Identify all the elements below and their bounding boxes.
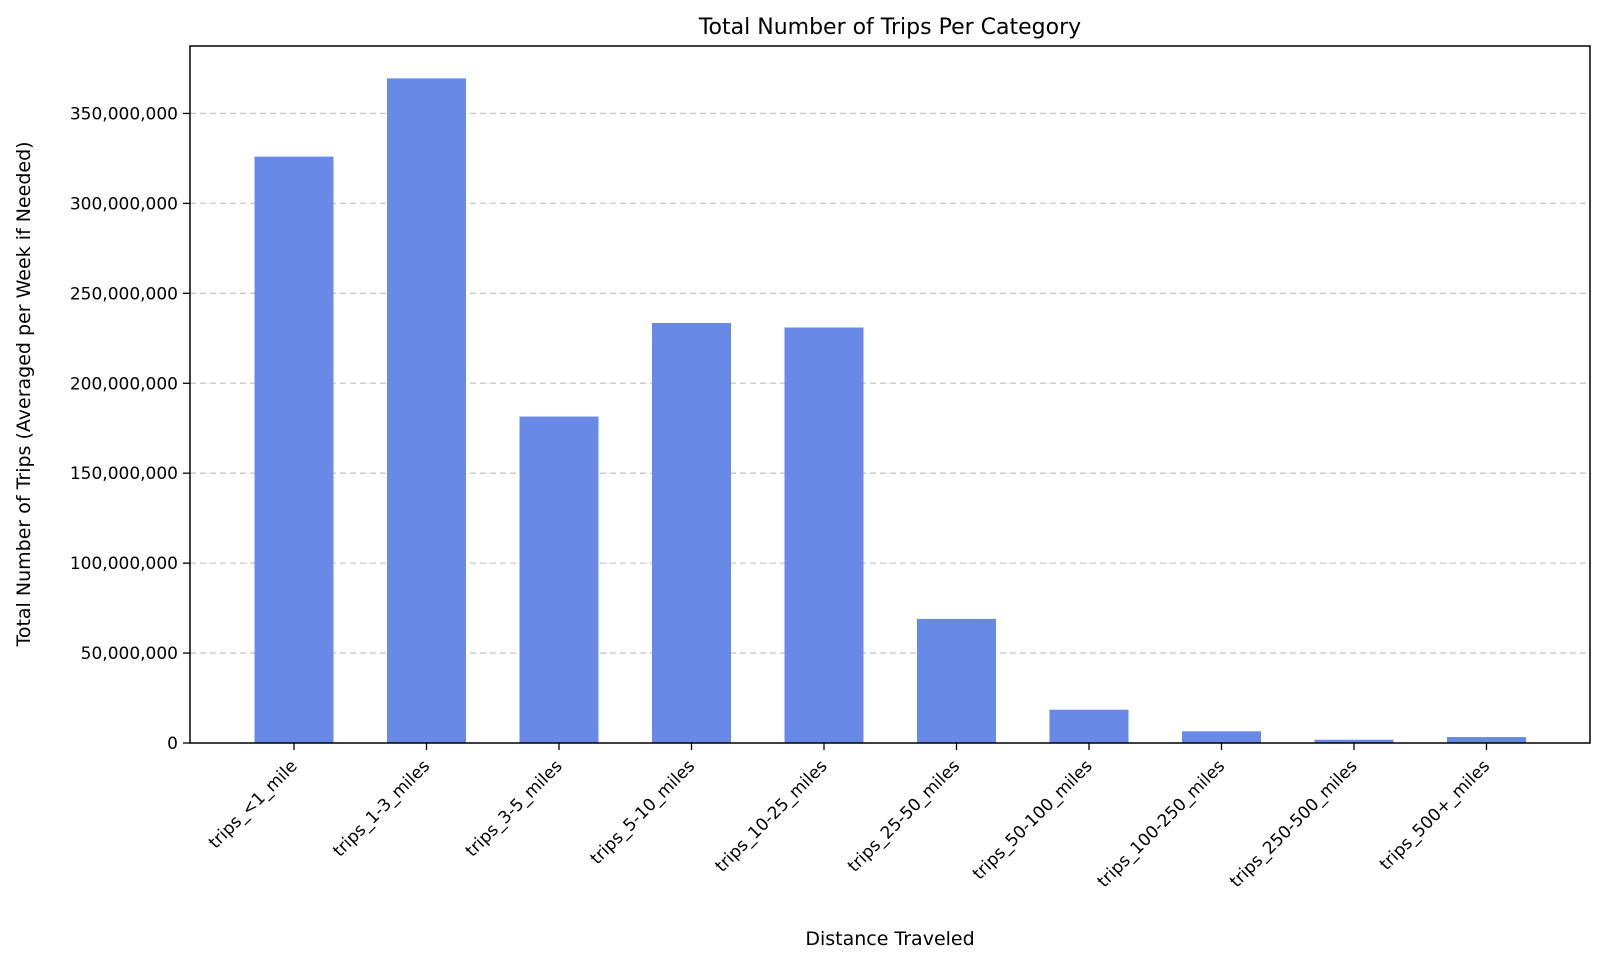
- chart-title: Total Number of Trips Per Category: [698, 15, 1081, 40]
- x-tick-label: trips_500+_miles: [1376, 756, 1494, 874]
- y-tick-label: 250,000,000: [70, 284, 178, 304]
- x-tick-label: trips_10-25_miles: [712, 756, 832, 876]
- x-tick-label: trips_25-50_miles: [844, 756, 964, 876]
- bar: [1314, 739, 1394, 743]
- bar: [652, 323, 731, 743]
- x-tick-label: trips_250-500_miles: [1226, 756, 1361, 891]
- y-tick-label: 100,000,000: [70, 554, 178, 574]
- x-tick-label: trips_1-3_miles: [329, 756, 434, 861]
- x-tick-label: trips_50-100_miles: [969, 756, 1097, 884]
- plot-frame: [189, 45, 1591, 744]
- bar: [784, 327, 864, 743]
- y-tick-label: 300,000,000: [70, 194, 178, 214]
- bars: [254, 78, 1526, 744]
- bar: [917, 618, 996, 743]
- y-axis-ticks: 0 50,000,000 100,000,000 150,000,000 200,000…: [70, 104, 190, 754]
- y-tick-label: 350,000,000: [70, 104, 178, 124]
- bar: [1049, 709, 1129, 743]
- y-axis-label: Total Number of Trips (Averaged per Week…: [13, 141, 35, 647]
- x-tick-label: trips_3-5_miles: [462, 756, 567, 861]
- x-tick-label: trips_5-10_miles: [587, 756, 699, 868]
- bar: [254, 156, 334, 743]
- bar: [1182, 731, 1261, 743]
- x-tick-label: trips_<1_mile: [205, 756, 302, 853]
- bar: [1447, 737, 1526, 743]
- x-axis-ticks: trips_<1_mile trips_1-3_miles trips_3-5_mi…: [205, 743, 1494, 892]
- y-tick-label: 200,000,000: [70, 374, 178, 394]
- bar: [387, 78, 466, 744]
- y-tick-label: 150,000,000: [70, 464, 178, 484]
- y-tick-label: 0: [167, 734, 178, 754]
- x-axis-label: Distance Traveled: [805, 928, 974, 950]
- y-tick-label: 50,000,000: [81, 644, 178, 664]
- x-tick-label: trips_100-250_miles: [1094, 756, 1229, 891]
- bar: [519, 416, 599, 743]
